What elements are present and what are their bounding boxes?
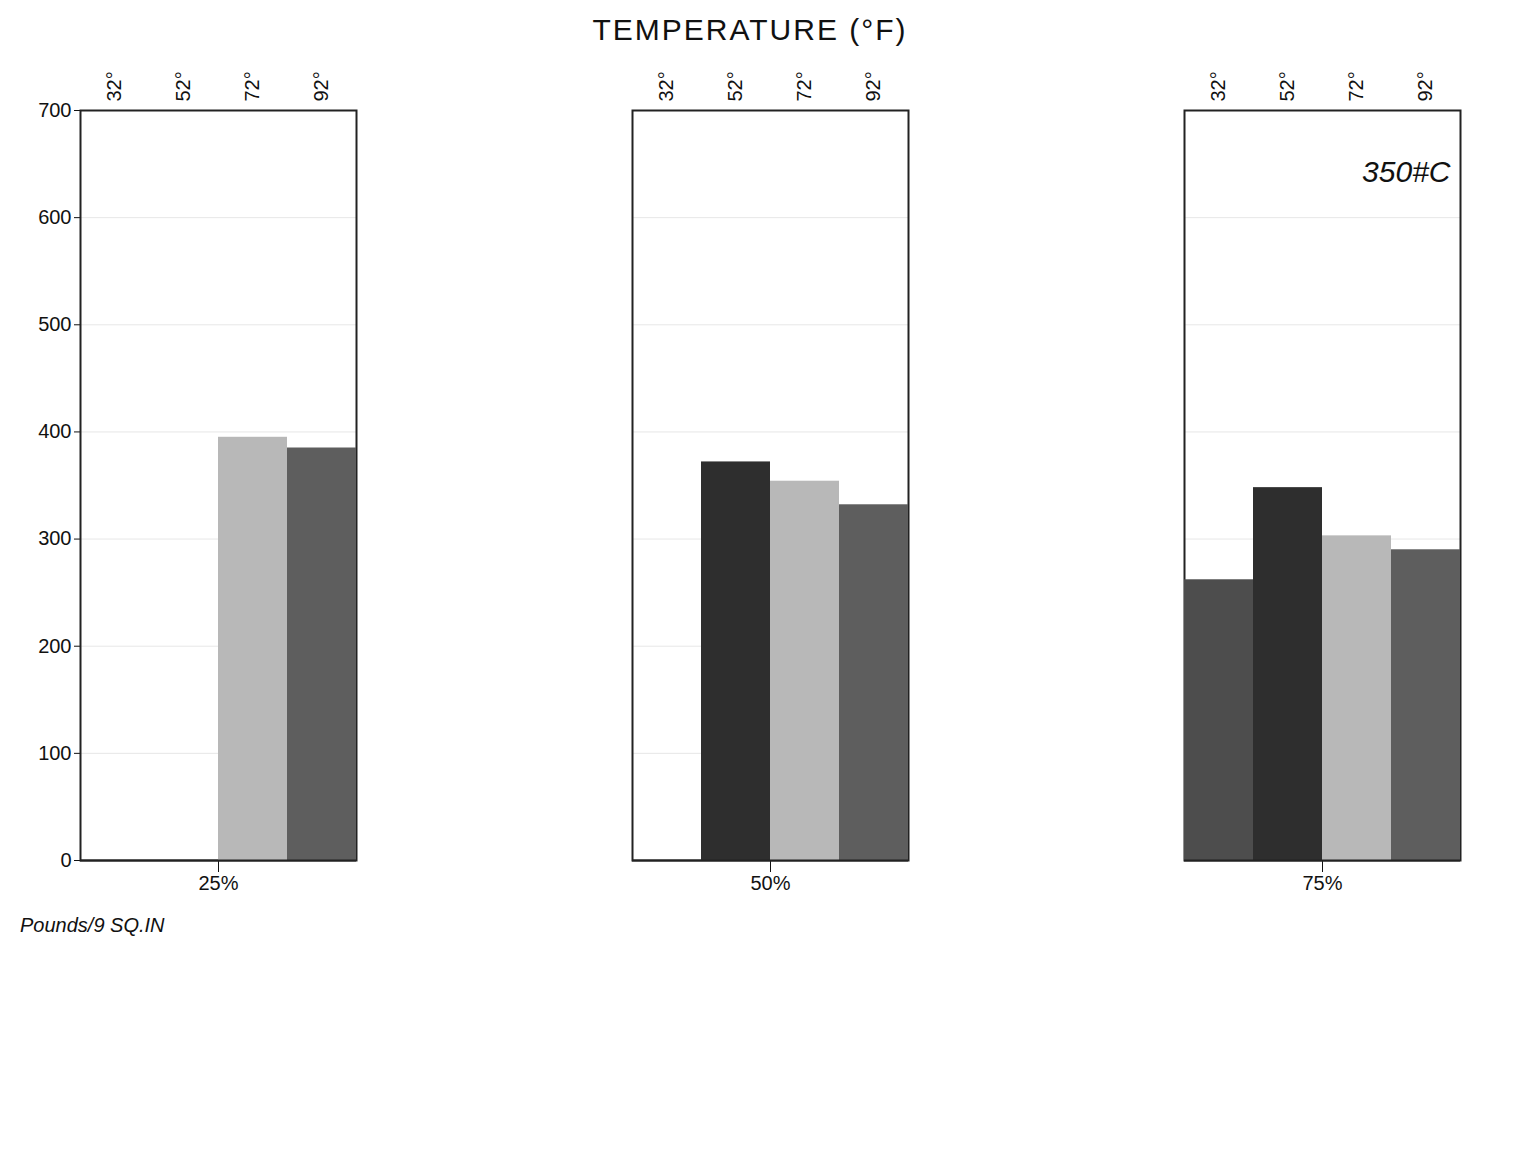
svg-text:0: 0 xyxy=(60,849,71,871)
svg-text:92°: 92° xyxy=(1414,71,1436,101)
svg-text:350#C: 350#C xyxy=(1362,155,1451,188)
svg-text:500: 500 xyxy=(38,313,71,335)
svg-text:52°: 52° xyxy=(172,71,194,101)
html-text:TEMPERATURE (°F): TEMPERATURE (°F) xyxy=(592,13,908,46)
svg-text:400: 400 xyxy=(38,420,71,442)
svg-text:32°: 32° xyxy=(103,71,125,101)
svg-text:50%: 50% xyxy=(750,872,790,894)
svg-text:72°: 72° xyxy=(241,71,263,101)
svg-text:72°: 72° xyxy=(1345,71,1367,101)
svg-text:25%: 25% xyxy=(198,872,238,894)
svg-text:200: 200 xyxy=(38,635,71,657)
svg-text:52°: 52° xyxy=(724,71,746,101)
svg-text:72°: 72° xyxy=(793,71,815,101)
svg-text:32°: 32° xyxy=(1207,71,1229,101)
svg-text:75%: 75% xyxy=(1302,872,1342,894)
svg-text:32°: 32° xyxy=(655,71,677,101)
svg-text:92°: 92° xyxy=(310,71,332,101)
svg-text:52°: 52° xyxy=(1276,71,1298,101)
svg-text:300: 300 xyxy=(38,527,71,549)
svg-text:92°: 92° xyxy=(862,71,884,101)
svg-text:100: 100 xyxy=(38,742,71,764)
svg-text:700: 700 xyxy=(38,99,71,121)
svg-text:600: 600 xyxy=(38,206,71,228)
html-text:Pounds/9 SQ.IN: Pounds/9 SQ.IN xyxy=(20,914,165,936)
